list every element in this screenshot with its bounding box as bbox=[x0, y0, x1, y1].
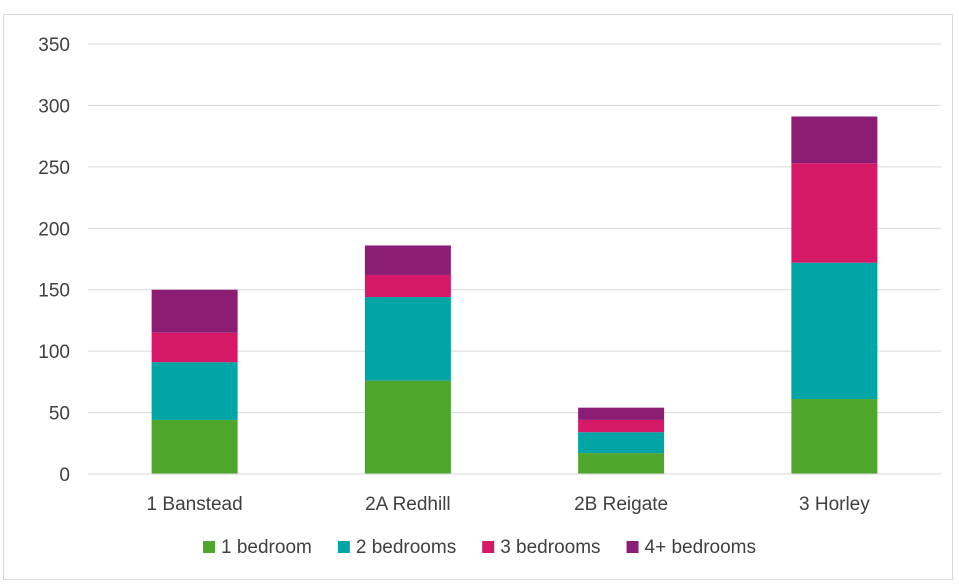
legend-swatch bbox=[203, 541, 216, 553]
bar-2b-reigate-1-bedroom bbox=[578, 453, 665, 474]
x-axis-tick-labels: 1 Banstead 2A Redhill 2B Reigate 3 Horley bbox=[147, 494, 871, 515]
bar-3-horley-1-bedroom bbox=[791, 399, 878, 474]
bar-1-banstead-4-bedrooms bbox=[151, 289, 238, 333]
y-tick-label: 250 bbox=[38, 158, 70, 179]
bar-2b-reigate-3-bedrooms bbox=[578, 419, 665, 433]
legend-item: 2 bedrooms bbox=[337, 537, 456, 558]
bar-2b-reigate-2-bedrooms bbox=[578, 432, 665, 454]
bars bbox=[151, 116, 878, 474]
x-tick-label: 2A Redhill bbox=[365, 494, 451, 515]
legend-swatch bbox=[626, 541, 639, 553]
legend-label: 4+ bedrooms bbox=[645, 537, 756, 558]
legend-label: 2 bedrooms bbox=[356, 537, 456, 558]
y-axis-tick-labels: 0 50 100 150 200 250 300 350 bbox=[38, 35, 70, 486]
bar-1-banstead-1-bedroom bbox=[151, 419, 238, 474]
y-tick-label: 350 bbox=[38, 35, 70, 56]
bar-2b-reigate-4-bedrooms bbox=[578, 407, 665, 420]
bar-3-horley-4-bedrooms bbox=[791, 116, 878, 164]
legend-swatch bbox=[337, 541, 350, 553]
y-tick-label: 0 bbox=[59, 465, 70, 486]
legend-swatch bbox=[482, 541, 495, 553]
legend-item: 4+ bedrooms bbox=[626, 537, 756, 558]
bar-1-banstead-3-bedrooms bbox=[151, 332, 238, 363]
y-tick-label: 50 bbox=[49, 404, 70, 425]
bar-2a-redhill-3-bedrooms bbox=[364, 274, 451, 298]
bar-2a-redhill-1-bedroom bbox=[364, 380, 451, 474]
legend-item: 3 bedrooms bbox=[482, 537, 601, 558]
bar-2a-redhill-4-bedrooms bbox=[364, 245, 451, 275]
y-tick-label: 200 bbox=[38, 219, 70, 240]
bar-2a-redhill-2-bedrooms bbox=[364, 297, 451, 381]
x-tick-label: 3 Horley bbox=[799, 494, 870, 515]
legend-label: 1 bedroom bbox=[221, 537, 312, 558]
legend-label: 3 bedrooms bbox=[500, 537, 600, 558]
x-tick-label: 2B Reigate bbox=[574, 494, 668, 515]
bar-3-horley-3-bedrooms bbox=[791, 163, 878, 263]
legend-item: 1 bedroom bbox=[203, 537, 312, 558]
y-tick-label: 150 bbox=[38, 281, 70, 302]
x-tick-label: 1 Banstead bbox=[147, 494, 243, 515]
bar-3-horley-2-bedrooms bbox=[791, 262, 878, 400]
legend: 1 bedroom 2 bedrooms 3 bedrooms 4+ bedrooms bbox=[203, 537, 756, 558]
y-tick-label: 100 bbox=[38, 342, 70, 363]
bar-1-banstead-2-bedrooms bbox=[151, 362, 238, 420]
y-tick-label: 300 bbox=[38, 96, 70, 117]
